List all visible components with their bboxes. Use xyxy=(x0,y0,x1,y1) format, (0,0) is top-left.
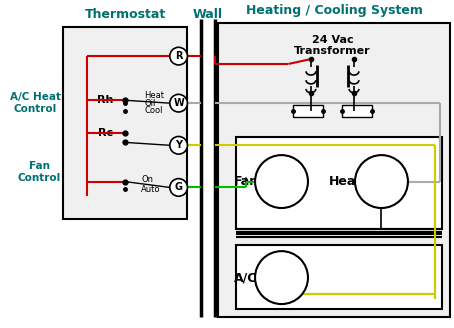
Text: Fan
Control: Fan Control xyxy=(18,161,61,183)
Text: Heat: Heat xyxy=(329,175,362,188)
Text: G: G xyxy=(175,182,183,193)
Circle shape xyxy=(170,94,188,112)
Text: A/C Heat
Control: A/C Heat Control xyxy=(10,92,61,114)
Text: W: W xyxy=(173,98,184,108)
Text: Fan: Fan xyxy=(234,175,259,188)
Text: 24 Vac
Transformer: 24 Vac Transformer xyxy=(294,34,371,56)
Text: Oil: Oil xyxy=(144,99,156,108)
Bar xyxy=(237,137,442,229)
Circle shape xyxy=(170,136,188,154)
Text: Auto: Auto xyxy=(141,185,161,194)
Bar xyxy=(237,245,442,309)
Text: Heat: Heat xyxy=(144,91,164,100)
Text: A/C: A/C xyxy=(233,271,257,284)
Circle shape xyxy=(255,251,308,304)
Text: Wall: Wall xyxy=(193,8,223,21)
Bar xyxy=(218,23,450,317)
Text: R: R xyxy=(175,51,183,61)
Text: Rc: Rc xyxy=(98,128,113,137)
Text: On: On xyxy=(141,175,153,184)
Text: Rh: Rh xyxy=(97,95,114,105)
Circle shape xyxy=(170,47,188,65)
Text: Thermostat: Thermostat xyxy=(84,8,166,21)
Bar xyxy=(342,105,372,117)
Bar xyxy=(63,27,188,219)
Text: Y: Y xyxy=(175,140,182,150)
Circle shape xyxy=(170,179,188,196)
Circle shape xyxy=(255,155,308,208)
Text: Cool: Cool xyxy=(144,107,163,115)
Bar xyxy=(293,105,323,117)
Text: Heating / Cooling System: Heating / Cooling System xyxy=(246,4,422,17)
Circle shape xyxy=(355,155,408,208)
